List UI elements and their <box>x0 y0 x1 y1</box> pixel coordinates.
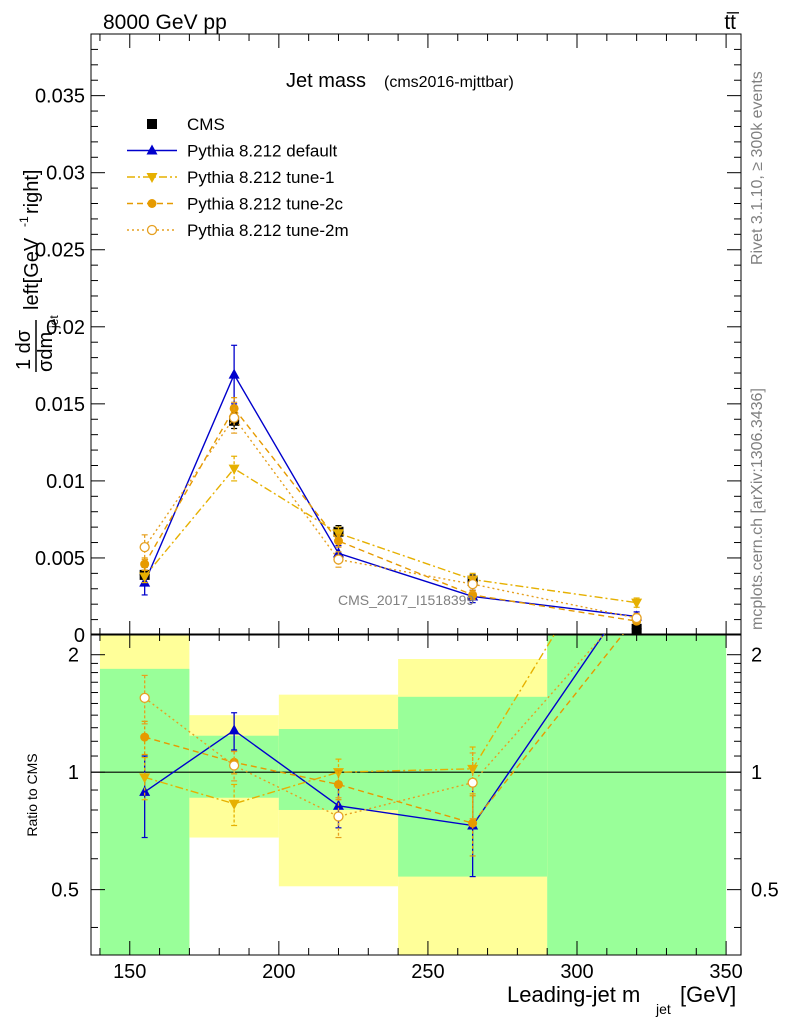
main-point-tune2c <box>468 590 478 600</box>
y-tick-label: 0.03 <box>46 163 85 185</box>
legend-entry-tune1: Pythia 8.212 tune-1 <box>127 168 334 187</box>
analysis-watermark: CMS_2017_I1518399 <box>338 592 474 608</box>
legend-label-cms: CMS <box>187 115 225 134</box>
ratio-series-tune2m <box>139 634 606 839</box>
y-label-denominator: σdm <box>35 332 57 372</box>
ratio-y-axis-label: Ratio to CMS <box>24 753 40 836</box>
main-point-cms <box>631 623 642 634</box>
ratio-y-tick-label-right: 2 <box>751 645 762 667</box>
main-line-tune2m <box>144 416 637 619</box>
ratio-y-tick-label: 1 <box>68 762 79 784</box>
ratio-point-tune2m <box>333 811 344 822</box>
y-label-unit-end: right] <box>21 170 43 214</box>
legend-label-tune2c: Pythia 8.212 tune-2c <box>187 195 343 214</box>
x-label-sub: jet <box>655 1001 671 1017</box>
y-tick-label: 0.005 <box>35 548 85 570</box>
ratio-point-default <box>631 580 642 590</box>
x-tick-label: 200 <box>262 961 295 983</box>
ratio-line-tune2c <box>144 634 624 825</box>
main-point-default <box>228 368 240 379</box>
y-tick-label: 0.02 <box>46 317 85 339</box>
ratio-point-tune1 <box>228 799 240 810</box>
ratio-point-tune2m <box>228 760 240 771</box>
main-y-axis-label: 1 dσ σdm jet left[GeV -1 right] <box>13 170 61 372</box>
x-label-main: Leading-jet m <box>507 982 640 1007</box>
x-axis-label: Leading-jet m jet [GeV] <box>507 982 736 1017</box>
y-label-numerator: 1 dσ <box>13 329 35 370</box>
x-label-unit: [GeV] <box>680 982 736 1007</box>
ratio-point-tune2c <box>333 779 343 789</box>
ratio-plot-frame <box>90 633 742 956</box>
x-tick-label: 350 <box>709 961 742 983</box>
main-line-tune1 <box>144 467 637 604</box>
legend-entry-default: Pythia 8.212 default <box>127 142 338 161</box>
legend-marker-cms <box>147 119 157 129</box>
main-series-tune1 <box>139 455 643 609</box>
y-label-denominator-sub: jet <box>47 315 61 329</box>
ratio-series <box>139 495 642 878</box>
legend-label-tune1: Pythia 8.212 tune-1 <box>187 168 334 187</box>
legend-entry-tune2m: Pythia 8.212 tune-2m <box>127 221 349 240</box>
main-plot-frame <box>90 33 742 636</box>
y-label-unit-sup: -1 <box>17 216 31 227</box>
mcplots-label: mcplots.cern.ch [arXiv:1306.3436] <box>749 388 766 630</box>
legend: CMS Pythia 8.212 default Pythia 8.212 tune… <box>127 115 349 240</box>
ratio-point-tune1 <box>139 773 151 784</box>
main-point-tune2c <box>140 559 150 569</box>
main-point-tune1 <box>139 572 151 583</box>
chart-title: Jet mass <box>286 70 366 92</box>
main-y-axis: 0 0.005 0.01 0.015 0.02 0.025 0.03 0.035 <box>35 34 741 647</box>
energy-label: 8000 GeV pp <box>103 11 227 34</box>
x-tick-label: 300 <box>560 961 593 983</box>
ratio-point-tune1 <box>631 495 642 505</box>
main-series-tune2m <box>139 401 642 624</box>
main-point-tune2m <box>139 542 150 553</box>
x-tick-label: 250 <box>411 961 444 983</box>
process-label: tt̅ <box>724 11 740 34</box>
ratio-bands <box>99 634 727 955</box>
rivet-label: Rivet 3.1.10, ≥ 300k events <box>749 71 766 265</box>
ratio-y-tick-label: 2 <box>68 645 79 667</box>
legend-entry-tune2c: Pythia 8.212 tune-2c <box>127 195 343 214</box>
main-point-tune2c <box>333 536 343 546</box>
x-tick-label: 150 <box>113 961 146 983</box>
main-point-tune1 <box>631 598 643 609</box>
ratio-point-default <box>139 785 151 796</box>
ratio-point-tune2m <box>467 777 478 788</box>
ratio-y-tick-label-right: 0.5 <box>751 880 779 902</box>
legend-marker-tune2m <box>146 224 158 236</box>
y-tick-label: 0.01 <box>46 471 85 493</box>
legend-label-default: Pythia 8.212 default <box>187 142 338 161</box>
ratio-axes: 0.5 0.5 1 1 2 2 150 200 250 300 350 <box>51 634 779 983</box>
legend-entry-cms: CMS <box>147 115 225 134</box>
main-series <box>139 344 643 634</box>
y-tick-label: 0.025 <box>35 240 85 262</box>
y-label-unit: left[GeV <box>21 237 43 310</box>
legend-label-tune2m: Pythia 8.212 tune-2m <box>187 221 349 240</box>
y-tick-label: 0.015 <box>35 394 85 416</box>
main-point-tune2m <box>467 578 478 590</box>
ratio-point-default <box>228 724 240 735</box>
ratio-y-tick-label-right: 1 <box>751 762 762 784</box>
legend-marker-tune1 <box>146 173 158 183</box>
main-point-tune2m <box>333 554 344 565</box>
ratio-band-inner-4 <box>547 634 727 955</box>
y-tick-label: 0.035 <box>35 86 85 108</box>
main-line-default <box>144 373 637 618</box>
legend-marker-default <box>146 144 158 155</box>
ratio-point-tune2m <box>139 692 150 704</box>
main-point-tune1 <box>228 464 240 475</box>
ratio-y-tick-label: 0.5 <box>51 880 79 902</box>
main-series-default <box>139 344 643 622</box>
main-point-tune2m <box>631 612 642 624</box>
main-point-tune2m <box>228 412 240 423</box>
y-tick-label: 0 <box>74 625 85 647</box>
legend-marker-tune2c <box>147 199 157 208</box>
ratio-point-tune2c <box>140 732 150 742</box>
chart-subtitle: (cms2016-mjttbar) <box>384 74 514 91</box>
main-line-tune2c <box>144 407 637 622</box>
ratio-point-tune2c <box>468 818 478 828</box>
